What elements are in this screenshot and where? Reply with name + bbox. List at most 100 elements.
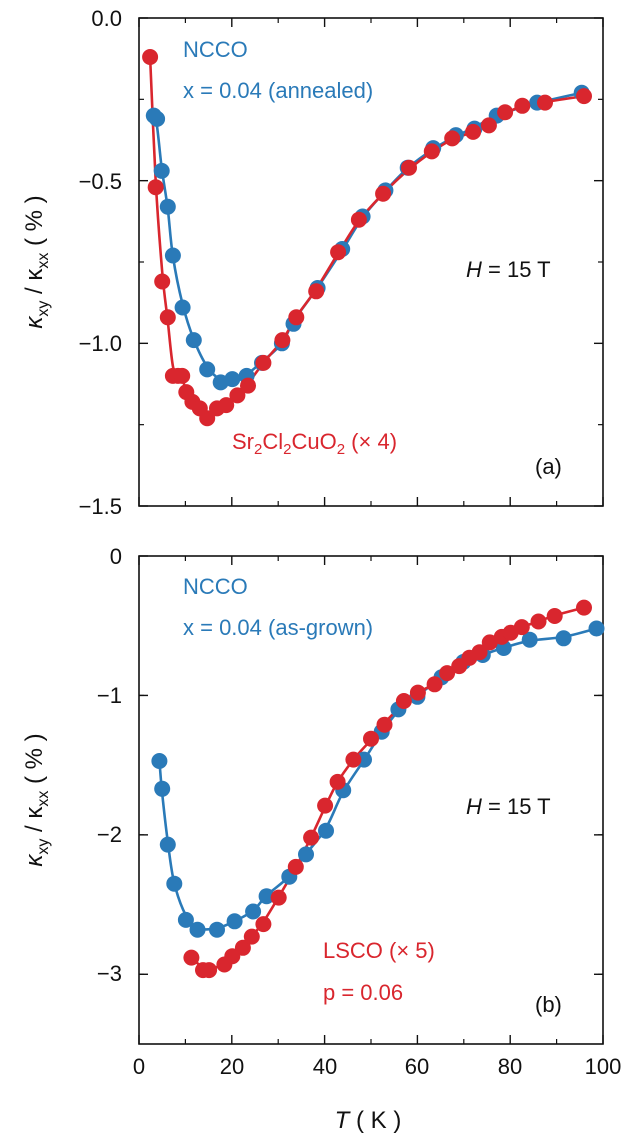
legend-ncco-asgrown-line1: NCCO [183, 574, 248, 599]
data-point-blue [245, 903, 262, 920]
ytick-label: −3 [97, 961, 122, 986]
xtick-label: 40 [313, 1054, 337, 1079]
ytick-label: −1 [97, 683, 122, 708]
data-point-red [255, 354, 272, 371]
legend-lsco-line1: LSCO (× 5) [323, 938, 435, 963]
ytick-label: 0 [110, 544, 122, 569]
data-point-blue [159, 836, 176, 853]
data-point-red [497, 104, 514, 121]
data-point-red [426, 676, 443, 693]
data-point-blue [588, 620, 605, 637]
fit-curve-blue [158, 627, 597, 931]
ytick-label: −1.5 [79, 494, 122, 519]
data-point-red [401, 159, 417, 176]
field-label-a: H = 15 T [466, 257, 551, 282]
legend-sr2cl2cuo2: Sr2Cl2CuO2 (× 4) [232, 429, 397, 458]
data-point-red [174, 367, 191, 384]
data-point-blue [298, 846, 314, 863]
panel-b: 0 −1 −2 −3 0 20 40 60 80 100 κxy / κxx (… [21, 544, 621, 1134]
data-point-blue [224, 371, 241, 388]
ytick-label: −1.0 [79, 331, 122, 356]
data-point-red [142, 49, 159, 65]
fit-curves-b [158, 606, 597, 971]
data-point-red [375, 185, 392, 202]
data-point-red [255, 916, 272, 933]
data-point-blue [199, 361, 216, 378]
data-point-blue [521, 631, 538, 648]
data-point-red [229, 387, 246, 404]
data-point-blue [185, 332, 202, 349]
data-points-b [151, 599, 605, 979]
data-point-blue [166, 875, 183, 892]
data-point-red [274, 332, 291, 349]
data-point-red [243, 928, 260, 945]
data-point-blue [226, 913, 243, 930]
data-point-blue [159, 198, 176, 215]
data-point-red [218, 397, 235, 414]
legend-ncco-annealed-line1: NCCO [183, 37, 248, 62]
xtick-label: 100 [585, 1054, 622, 1079]
data-point-red [329, 773, 346, 790]
data-point-red [439, 665, 456, 682]
data-points-a [142, 49, 592, 427]
legend-ncco-asgrown-line2: x = 0.04 (as-grown) [183, 615, 373, 640]
data-point-red [409, 684, 426, 701]
data-point-red [147, 179, 164, 196]
data-point-red [350, 211, 367, 228]
ytick-label: −0.5 [79, 169, 122, 194]
data-point-red [395, 693, 412, 709]
data-point-red [308, 283, 325, 300]
data-point-red [154, 273, 171, 290]
data-point-blue [153, 162, 170, 179]
data-point-red [471, 644, 488, 661]
y-axis-title-a: κxy / κxx ( % ) [21, 195, 52, 328]
data-point-red [183, 949, 200, 966]
y-axis-title-b: κxy / κxx ( % ) [21, 733, 52, 866]
field-label-b: H = 15 T [466, 794, 551, 819]
data-point-blue [154, 780, 171, 797]
data-point-red [480, 117, 497, 134]
x-axis-title: T ( K ) [335, 1107, 402, 1134]
data-point-blue [189, 921, 206, 938]
panel-label-b: (b) [535, 992, 562, 1017]
data-point-red [576, 599, 592, 616]
legend-ncco-annealed-line2: x = 0.04 (annealed) [183, 78, 373, 103]
data-point-blue [209, 921, 225, 938]
ytick-label: 0.0 [91, 6, 122, 31]
data-point-blue [149, 110, 166, 127]
data-point-red [199, 410, 216, 427]
fit-curve-blue [152, 91, 582, 382]
xtick-label: 0 [133, 1054, 145, 1079]
data-point-red [514, 97, 531, 114]
data-point-blue [258, 888, 275, 905]
data-point-blue [318, 822, 334, 839]
data-point-red [576, 88, 592, 105]
data-point-red [537, 94, 553, 111]
data-point-red [530, 613, 547, 630]
data-point-red [363, 730, 379, 747]
data-point-red [423, 143, 440, 160]
data-point-blue [164, 247, 181, 264]
xtick-label: 60 [405, 1054, 429, 1079]
data-point-red [159, 309, 176, 326]
data-point-red [330, 244, 347, 261]
data-point-red [513, 619, 530, 636]
data-point-red [240, 377, 256, 394]
data-point-red [376, 716, 393, 733]
data-point-blue [174, 299, 191, 316]
xtick-label: 80 [498, 1054, 522, 1079]
data-point-red [481, 634, 498, 651]
data-point-red [303, 829, 320, 846]
xtick-label: 20 [220, 1054, 244, 1079]
panel-a: 0.0 −0.5 −1.0 −1.5 κxy / κxx ( % ) NCCO … [21, 6, 604, 519]
data-point-red [234, 939, 251, 956]
data-point-red [287, 858, 304, 875]
ticks-a [138, 17, 604, 507]
data-point-red [465, 123, 482, 140]
data-point-red [444, 130, 461, 147]
data-point-blue [555, 630, 572, 647]
data-point-red [201, 962, 218, 979]
data-point-blue [151, 753, 168, 769]
data-point-red [546, 608, 563, 624]
